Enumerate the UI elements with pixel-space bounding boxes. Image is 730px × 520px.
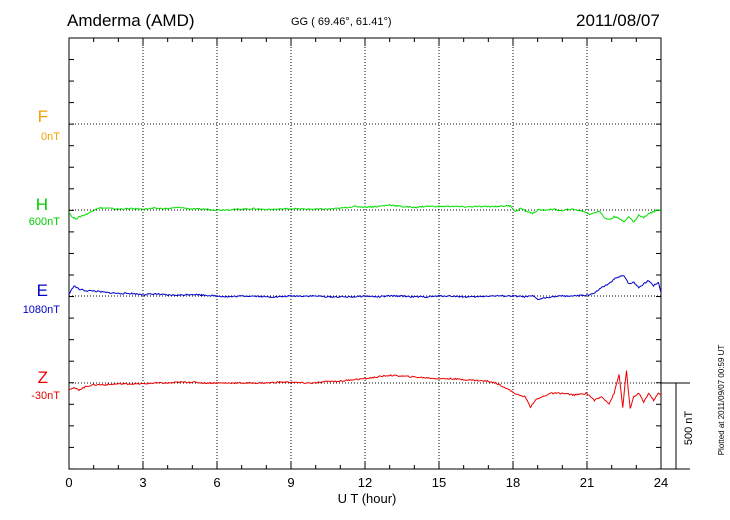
x-axis-label: U T (hour) xyxy=(338,491,397,506)
series-name-z: Z xyxy=(37,368,48,387)
x-tick-label: 15 xyxy=(432,475,446,490)
x-tick-label: 6 xyxy=(213,475,220,490)
x-tick-label: 3 xyxy=(139,475,146,490)
grid xyxy=(69,38,661,469)
x-tick-label: 18 xyxy=(506,475,520,490)
baseline-label-z: -30nT xyxy=(31,390,60,402)
baseline-label-h: 600nT xyxy=(28,216,60,228)
geo-coordinates: GG ( 69.46°, 61.41°) xyxy=(291,16,392,28)
series-name-e: E xyxy=(36,281,48,300)
tick-marks xyxy=(68,38,662,470)
scale-bar xyxy=(661,382,690,470)
series-line-h xyxy=(68,204,662,223)
x-tick-label: 12 xyxy=(358,475,372,490)
scale-label: 500 nT xyxy=(683,411,695,446)
plotted-note: Plotted at 2011/09/07 00:59 UT xyxy=(717,345,726,456)
series-name-h: H xyxy=(35,195,48,214)
series-lines xyxy=(68,204,662,409)
x-tick-label: 24 xyxy=(654,475,668,490)
x-tick-label: 0 xyxy=(65,475,72,490)
series-line-e xyxy=(68,275,662,301)
baseline-label-e: 1080nT xyxy=(22,304,60,316)
x-tick-label: 9 xyxy=(287,475,294,490)
date-label: 2011/08/07 xyxy=(576,11,660,30)
series-line-z xyxy=(68,370,662,409)
series-name-f: F xyxy=(37,107,48,126)
x-tick-label: 21 xyxy=(580,475,594,490)
x-tick-labels: 0 3 6 9 12 15 18 21 24 xyxy=(65,475,668,490)
baseline-label-f: 0nT xyxy=(41,131,60,143)
station-title: Amderma (AMD) xyxy=(67,11,195,30)
